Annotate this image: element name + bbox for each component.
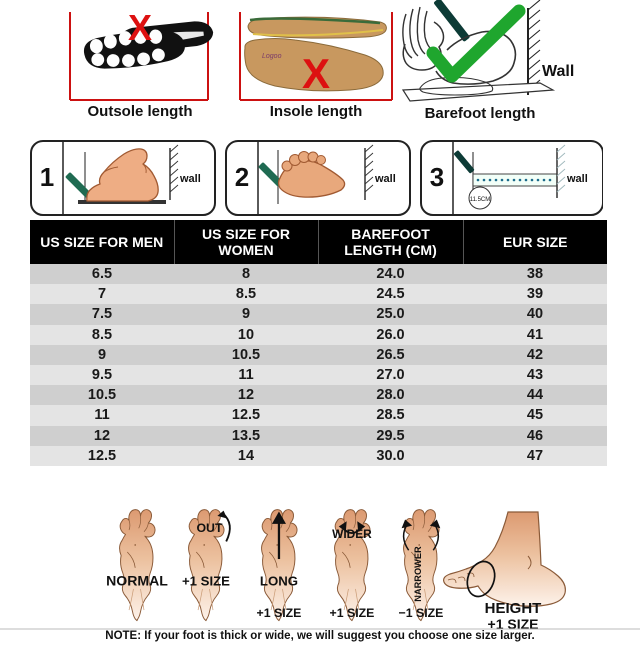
svg-text:OUT: OUT [196, 521, 222, 535]
svg-text:wall: wall [566, 173, 588, 185]
svg-text:Logoo: Logoo [262, 53, 282, 60]
svg-text:+1 SIZE: +1 SIZE [257, 606, 302, 620]
svg-text:3: 3 [430, 162, 444, 192]
svg-text:Outsole length: Outsole length [88, 103, 193, 120]
svg-text:HEIGHT: HEIGHT [485, 600, 542, 617]
svg-text:+1 SIZE: +1 SIZE [182, 573, 230, 588]
svg-text:wall: wall [374, 173, 396, 185]
svg-text:LONG: LONG [260, 573, 298, 588]
svg-text:X: X [128, 7, 152, 48]
svg-text:+1 SIZE: +1 SIZE [330, 606, 375, 620]
svg-text:−1 SIZE: −1 SIZE [399, 606, 444, 620]
svg-text:Insole length: Insole length [270, 103, 363, 120]
svg-text:Barefoot length: Barefoot length [425, 105, 536, 122]
svg-text:NARROWER: NARROWER [413, 546, 423, 602]
svg-text:Wall: Wall [542, 63, 574, 80]
svg-text:11.5CM: 11.5CM [470, 197, 491, 203]
svg-text:NORMAL: NORMAL [106, 572, 168, 588]
svg-text:wall: wall [179, 173, 201, 185]
svg-text:NOTE: If your foot is thick or: NOTE: If your foot is thick or wide, we … [105, 630, 534, 642]
svg-text:X: X [302, 50, 330, 97]
svg-text:2: 2 [235, 162, 249, 192]
svg-text:1: 1 [40, 162, 54, 192]
